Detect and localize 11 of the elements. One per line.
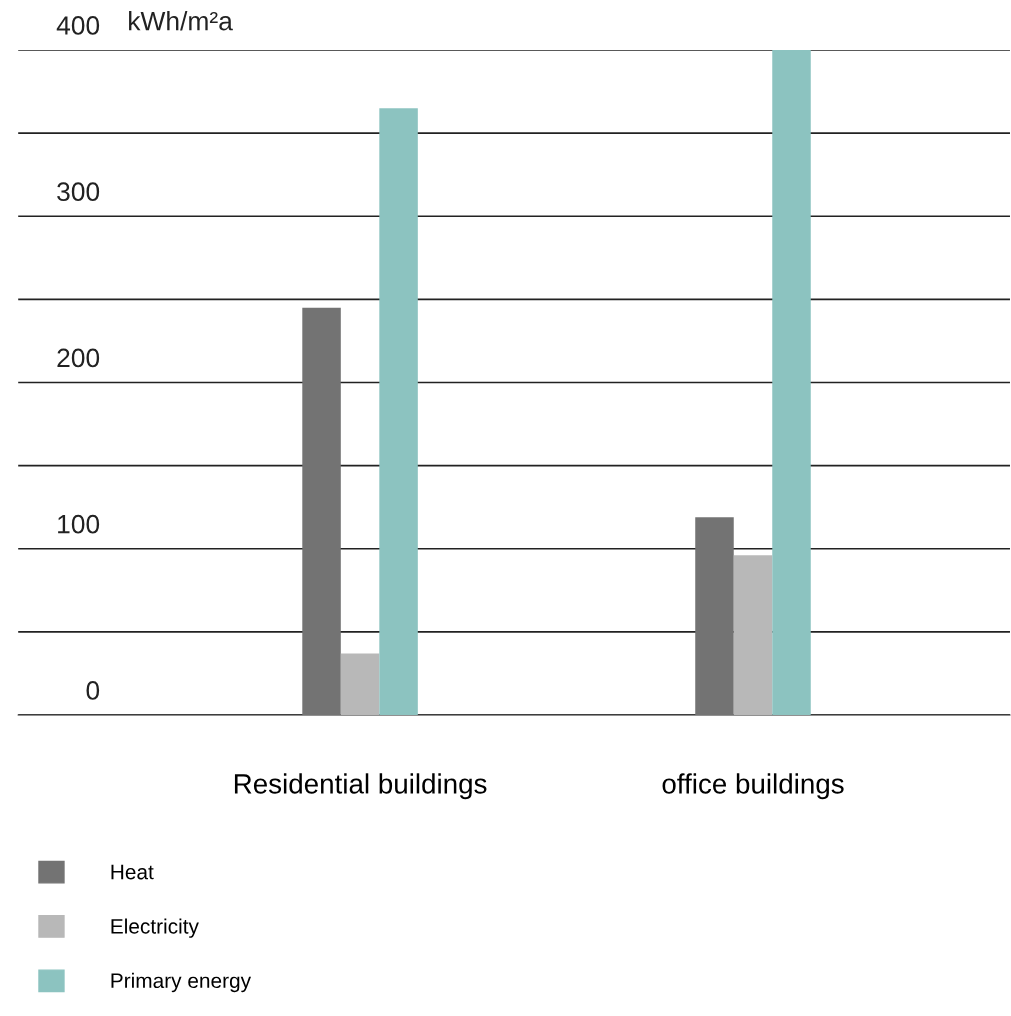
legend-label: Primary energy (111, 972, 252, 993)
y-tick-label: 200 (57, 348, 100, 368)
legend-label: Heat (111, 864, 154, 880)
y-axis-title: kWh/m²a (129, 11, 233, 31)
legend-label: Electricity (111, 918, 199, 938)
x-tick-label: office buildings (662, 773, 844, 800)
y-tick-label: 400 (56, 16, 100, 35)
y-tick-label: 300 (57, 182, 100, 202)
x-tick-label: Residential buildings (234, 773, 487, 800)
y-tick-label: 100 (58, 514, 100, 534)
y-tick-label: 0 (86, 681, 100, 700)
